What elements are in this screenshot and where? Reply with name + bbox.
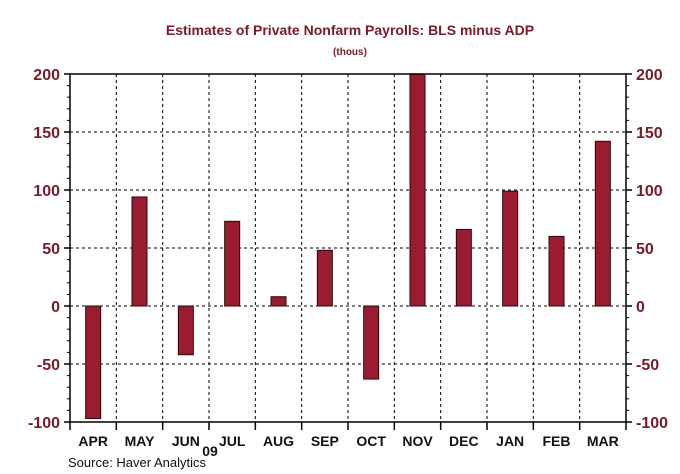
bar-apr	[85, 305, 102, 420]
x-tick-label-aug: AUG	[263, 433, 294, 449]
bar-feb	[548, 235, 565, 307]
bar-dec	[455, 228, 472, 307]
x-tick-label-dec: DEC	[449, 433, 479, 449]
x-tick-label-feb: FEB	[543, 433, 571, 449]
y-tick-label-left: 150	[33, 125, 60, 142]
y-tick-label-right: 150	[636, 125, 663, 142]
x-tick-label-apr: APR	[78, 433, 108, 449]
x-tick-label-jan: JAN	[496, 433, 524, 449]
y-tick-label-right: 100	[636, 183, 663, 200]
x-tick-label-may: MAY	[125, 433, 155, 449]
y-tick-label-right: 0	[636, 299, 645, 316]
axis-ticks	[64, 73, 632, 430]
bars	[85, 73, 611, 420]
bar-jul	[224, 220, 241, 307]
axis-labels: 200 200 150 150 100 100 50 50 0 0 -50 -50 -100 -100 AP…	[28, 67, 668, 449]
x-tick-label-jun: JUN	[172, 433, 200, 449]
y-tick-label-left: -100	[28, 415, 60, 432]
y-tick-label-left: -50	[37, 357, 60, 374]
bar-nov	[409, 73, 426, 307]
y-tick-label-left: 100	[33, 183, 60, 200]
y-tick-label-left: 200	[33, 67, 60, 84]
x-tick-label-mar: MAR	[587, 433, 619, 449]
year-label: 09	[202, 443, 218, 459]
bar-jun	[177, 305, 194, 356]
bar-mar	[594, 140, 611, 307]
bar-sep	[316, 249, 333, 307]
y-tick-label-right: 200	[636, 67, 663, 84]
gridlines	[70, 74, 626, 422]
x-tick-label-nov: NOV	[402, 433, 433, 449]
chart-subtitle: (thous)	[333, 47, 367, 58]
x-tick-label-sep: SEP	[311, 433, 339, 449]
bar-oct	[363, 305, 380, 380]
x-tick-label-oct: OCT	[356, 433, 386, 449]
bar-aug	[270, 296, 287, 307]
y-tick-label-right: -50	[636, 357, 659, 374]
y-tick-label-right: -100	[636, 415, 668, 432]
source-note: Source: Haver Analytics	[68, 455, 207, 470]
y-tick-label-left: 0	[51, 299, 60, 316]
bar-jan	[502, 190, 519, 307]
x-tick-label-jul: JUL	[219, 433, 246, 449]
bar-may	[131, 196, 148, 307]
chart-title: Estimates of Private Nonfarm Payrolls: B…	[166, 22, 534, 38]
y-tick-label-left: 50	[42, 241, 60, 258]
y-tick-label-right: 50	[636, 241, 654, 258]
